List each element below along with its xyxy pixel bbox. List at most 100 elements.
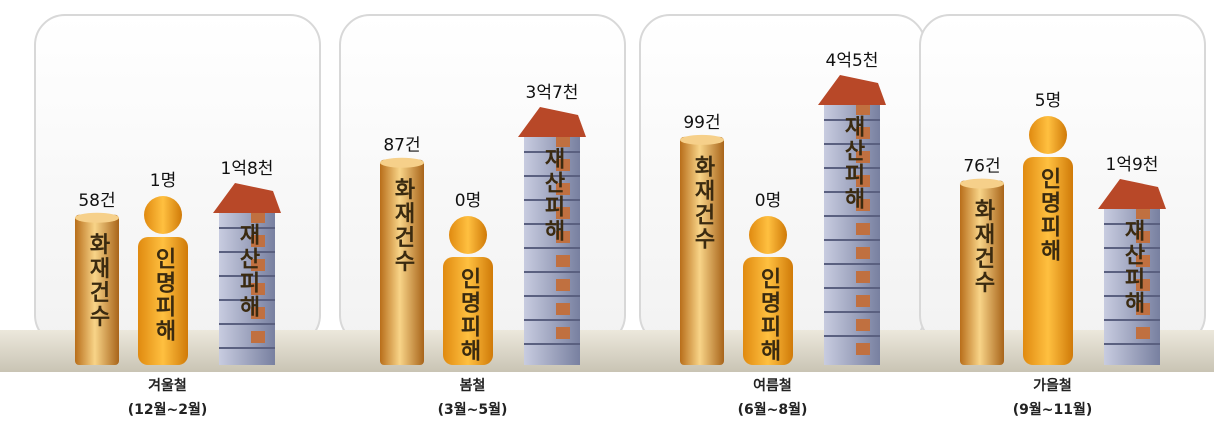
series-name: 화재건수 xyxy=(85,233,110,329)
fire-count-bar xyxy=(380,159,424,365)
fire-count-bar xyxy=(680,136,724,365)
window xyxy=(251,211,265,223)
category-label: 겨울철 xyxy=(148,377,187,394)
series-name: 인명피해 xyxy=(456,267,481,363)
roof xyxy=(818,75,886,105)
window xyxy=(856,343,870,355)
window xyxy=(856,103,870,115)
value-label: 1억8천 xyxy=(221,159,274,179)
window xyxy=(1136,327,1150,339)
window xyxy=(856,175,870,187)
casualty-figure xyxy=(138,237,188,365)
casualty-figure xyxy=(443,257,493,365)
window xyxy=(251,331,265,343)
roof xyxy=(213,183,281,213)
figure-head xyxy=(144,196,182,234)
series-name: 화재건수 xyxy=(970,199,995,295)
value-label: 76건 xyxy=(963,157,1000,177)
roof xyxy=(518,107,586,137)
value-label: 0명 xyxy=(755,191,781,211)
period-label: (3월~5월) xyxy=(438,401,508,418)
series-name: 인명피해 xyxy=(151,247,176,343)
window xyxy=(556,327,570,339)
value-label: 5명 xyxy=(1035,91,1061,111)
window xyxy=(856,199,870,211)
series-name: 재산피해 xyxy=(235,223,260,319)
value-label: 99건 xyxy=(683,113,720,133)
series-name: 인명피해 xyxy=(1036,167,1061,263)
value-label: 0명 xyxy=(455,191,481,211)
fire-count-bar xyxy=(75,214,119,365)
window xyxy=(1136,303,1150,315)
window xyxy=(251,259,265,271)
value-label: 58건 xyxy=(78,191,115,211)
category-label: 가을철 xyxy=(1033,378,1072,394)
window xyxy=(856,127,870,139)
window xyxy=(556,279,570,291)
figure-head xyxy=(749,216,787,254)
series-name: 화재건수 xyxy=(690,155,715,251)
window xyxy=(856,151,870,163)
value-label: 1억9천 xyxy=(1106,155,1159,175)
series-name: 재산피해 xyxy=(840,115,865,211)
bar-cap xyxy=(960,178,1004,189)
window xyxy=(556,159,570,171)
window xyxy=(556,135,570,147)
window xyxy=(556,231,570,243)
period-label: (9월~11월) xyxy=(1013,401,1093,418)
series-name: 인명피해 xyxy=(756,267,781,363)
window xyxy=(1136,231,1150,243)
window xyxy=(1136,255,1150,267)
window xyxy=(1136,207,1150,219)
roof xyxy=(1098,179,1166,209)
window xyxy=(856,223,870,235)
window xyxy=(556,183,570,195)
series-name: 재산피해 xyxy=(540,147,565,243)
ground xyxy=(0,330,1214,372)
fire-count-bar xyxy=(960,180,1004,365)
window xyxy=(856,247,870,259)
figure-head xyxy=(1029,116,1067,154)
value-label: 3억7천 xyxy=(526,83,579,103)
category-label: 여름철 xyxy=(753,377,792,394)
bar-cap xyxy=(75,212,119,223)
category-label: 봄철 xyxy=(460,378,486,394)
window xyxy=(251,307,265,319)
window xyxy=(556,303,570,315)
window xyxy=(556,255,570,267)
window xyxy=(556,207,570,219)
window xyxy=(251,283,265,295)
window xyxy=(856,319,870,331)
value-label: 1명 xyxy=(150,171,176,191)
value-label: 87건 xyxy=(383,136,420,156)
casualty-figure xyxy=(1023,157,1073,365)
value-label: 4억5천 xyxy=(826,51,879,71)
figure-head xyxy=(449,216,487,254)
period-label: (6월~8월) xyxy=(738,401,808,418)
series-name: 화재건수 xyxy=(390,178,415,274)
window xyxy=(1136,279,1150,291)
casualty-figure xyxy=(743,257,793,365)
bar-cap xyxy=(680,134,724,145)
property-building xyxy=(824,97,880,365)
window xyxy=(856,295,870,307)
property-building xyxy=(219,205,275,365)
period-label: (12월~2월) xyxy=(128,401,208,418)
bar-cap xyxy=(380,157,424,168)
series-name: 재산피해 xyxy=(1120,219,1145,315)
window xyxy=(856,271,870,283)
